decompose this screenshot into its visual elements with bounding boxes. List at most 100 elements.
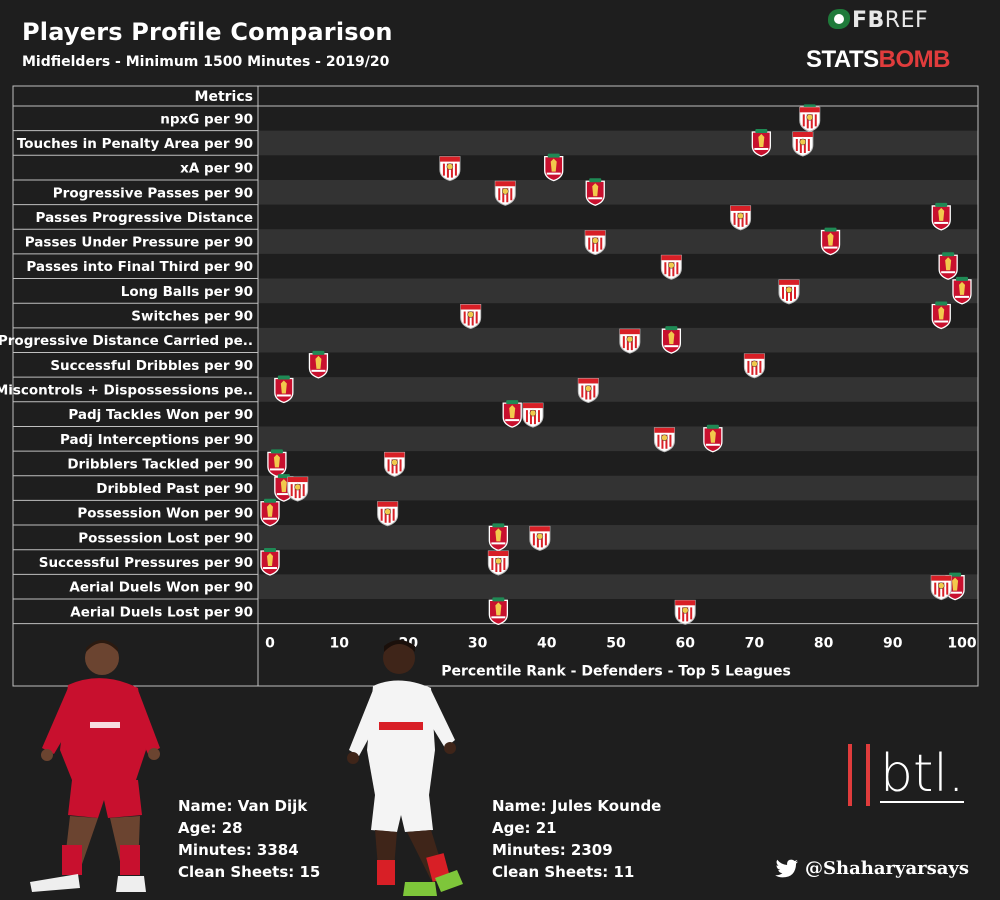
metric-label: Padj Tackles Won per 90 [68,407,253,423]
jules-kounde-photo [347,640,463,896]
metric-label: Padj Interceptions per 90 [60,432,253,448]
liverpool-marker [661,325,682,354]
row-band [258,475,978,501]
sevilla-marker [798,106,821,133]
metric-label: Successful Pressures per 90 [39,555,253,571]
football-icon [828,9,850,29]
metric-label: Touches in Penalty Area per 90 [17,136,253,152]
player-age: Age: 21 [492,819,557,837]
sevilla-marker [930,574,953,601]
liverpool-marker [820,226,841,256]
metric-label: Aerial Duels Won per 90 [69,580,253,596]
sevilla-marker [383,451,406,478]
metric-label: Passes Under Pressure per 90 [25,235,253,251]
player-clean-sheets: Clean Sheets: 15 [178,863,321,881]
metric-label: Progressive Passes per 90 [53,185,253,201]
sevilla-marker [577,377,600,404]
x-tick-label: 100 [947,636,976,652]
sevilla-marker [660,254,683,281]
row-band [258,179,978,205]
liverpool-marker [308,350,329,379]
sevilla-marker [743,352,766,379]
sevilla-marker [438,155,461,182]
liverpool-marker [502,399,522,428]
liverpool-marker [751,128,771,157]
x-tick-label: 60 [675,636,695,652]
liverpool-marker [488,522,509,552]
row-band [258,574,978,599]
liverpool-marker [488,596,509,625]
liverpool-marker [703,424,723,453]
row-band [258,278,978,304]
x-tick-label: 70 [745,636,765,652]
sevilla-marker [791,130,814,157]
metric-label: Passes Progressive Distance [36,210,253,226]
player-minutes: Minutes: 2309 [492,841,613,859]
liverpool-marker [260,498,280,527]
liverpool-marker [931,202,951,231]
sevilla-marker [528,525,551,552]
sevilla-marker [286,476,309,503]
x-tick-label: 90 [883,636,903,652]
row-band [258,327,978,353]
social-handle[interactable]: @Shaharyarsays [775,858,969,879]
sevilla-marker [674,599,697,626]
liverpool-marker [544,152,564,182]
player-age: Age: 28 [178,819,243,837]
metric-label: Dribblers Tackled per 90 [67,456,253,472]
x-tick-label: 50 [606,636,626,652]
sevilla-marker [494,180,517,207]
row-band [258,377,978,402]
x-tick-label: 80 [814,636,834,652]
fbref-logo: FBREF [828,8,928,33]
twitter-icon [775,859,798,877]
kounde-info: Name: Jules Kounde Age: 21 Minutes: 2309… [492,795,661,883]
row-band [258,130,978,156]
player-name: Name: Van Dijk [178,797,308,815]
sevilla-marker [376,500,399,527]
sevilla-marker [729,204,752,231]
liverpool-marker [938,251,958,280]
sevilla-marker [584,229,607,256]
btl-bars-icon [848,744,870,806]
metric-label: npxG per 90 [160,111,253,127]
metric-label: Passes into Final Third per 90 [26,259,253,275]
sevilla-marker [487,550,510,577]
page-title: Players Profile Comparison [22,18,393,46]
metric-label: Switches per 90 [131,309,253,325]
row-band [258,426,978,452]
van-dijk-photo [30,640,160,892]
sevilla-marker [521,402,544,429]
sevilla-marker [618,328,641,355]
player-minutes: Minutes: 3384 [178,841,299,859]
statsbomb-logo: STATSBOMB [806,46,950,73]
page-subtitle: Midfielders - Minimum 1500 Minutes - 201… [22,54,390,70]
liverpool-marker [585,177,605,206]
btl-logo: btl. [848,740,965,810]
liverpool-marker [274,374,294,404]
x-tick-label: 10 [329,636,349,652]
table-frame [12,85,979,687]
metric-label: Possession Lost per 90 [78,530,253,546]
row-band [258,525,978,550]
metric-label: Progressive Distance Carried pe.. [0,333,253,349]
sevilla-marker [778,278,800,305]
metric-label: Aerial Duels Lost per 90 [70,604,253,620]
liverpool-marker [931,300,951,330]
metric-label: Long Balls per 90 [121,284,253,300]
player-clean-sheets: Clean Sheets: 11 [492,863,635,881]
liverpool-marker [267,448,287,478]
liverpool-marker [952,276,972,305]
row-band [258,229,978,254]
metric-label: Successful Dribbles per 90 [50,358,253,374]
player-name: Name: Jules Kounde [492,797,662,815]
metric-label: Possession Won per 90 [77,506,253,522]
metrics-header: Metrics [195,89,253,105]
sevilla-marker [653,426,676,453]
x-tick-label: 30 [468,636,488,652]
x-tick-label: 40 [537,636,557,652]
sevilla-marker [459,303,482,330]
metric-label: xA per 90 [180,161,253,177]
metric-label: Dribbled Past per 90 [96,481,253,497]
